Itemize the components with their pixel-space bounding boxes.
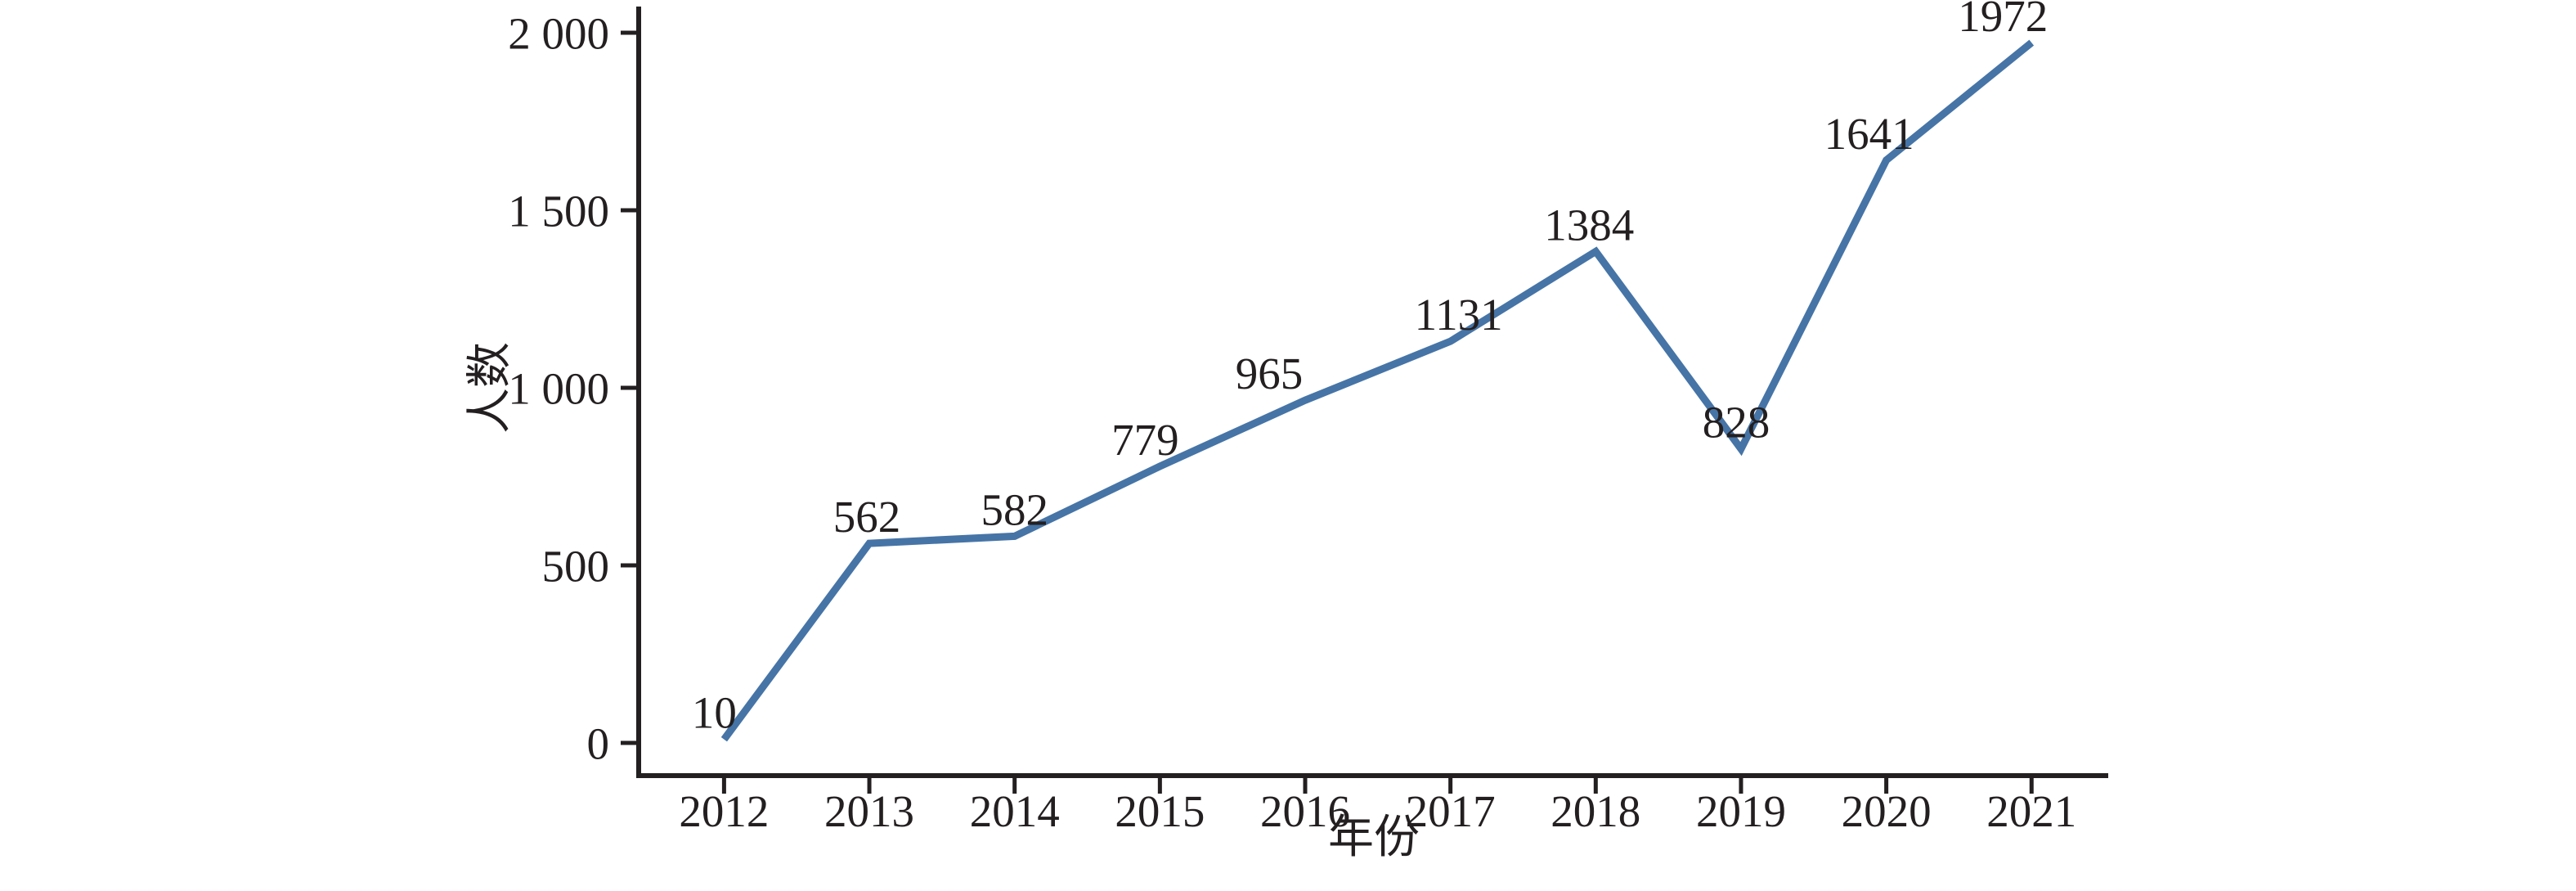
data-series <box>720 39 2035 742</box>
y-tick-label: 1 000 <box>508 363 609 413</box>
y-axis-ticks: 0 500 1 000 1 500 2 000 <box>508 8 639 768</box>
data-point-label: 1384 <box>1544 200 1634 250</box>
x-tick-label: 2014 <box>970 786 1060 836</box>
data-point-label: 965 <box>1236 349 1304 398</box>
data-point-label: 1972 <box>1958 0 2048 41</box>
x-tick-label: 2013 <box>824 786 914 836</box>
data-point-label: 1641 <box>1824 109 1914 159</box>
y-tick-label: 2 000 <box>508 8 609 58</box>
data-point-label: 10 <box>692 688 737 738</box>
x-tick-label: 2017 <box>1406 786 1496 836</box>
data-point-label: 779 <box>1111 415 1179 465</box>
y-tick-label: 0 <box>587 718 610 768</box>
x-tick-label: 2015 <box>1115 786 1205 836</box>
x-axis-ticks: 2012 2013 2014 2015 2016 2017 2018 2019 2020 2021 <box>679 776 2076 836</box>
x-tick-label: 2018 <box>1551 786 1640 836</box>
x-tick-label: 2019 <box>1696 786 1786 836</box>
data-point-label: 582 <box>981 484 1048 534</box>
data-point-label: 828 <box>1703 398 1770 448</box>
x-tick-label: 2021 <box>1986 786 2076 836</box>
y-tick-label: 1 500 <box>508 186 609 236</box>
data-point-label: 1131 <box>1415 290 1503 340</box>
x-tick-label: 2012 <box>679 786 769 836</box>
x-axis-title: 年份 <box>1328 812 1420 863</box>
series-line <box>720 39 2035 742</box>
y-axis-title: 人数 <box>465 342 516 434</box>
x-tick-label: 2016 <box>1260 786 1350 836</box>
data-labels: 10 562 582 779 965 1131 1384 828 1641 1972 <box>692 0 2048 738</box>
data-point-label: 562 <box>833 492 901 542</box>
y-tick-label: 500 <box>542 541 610 591</box>
x-tick-label: 2020 <box>1842 786 1932 836</box>
